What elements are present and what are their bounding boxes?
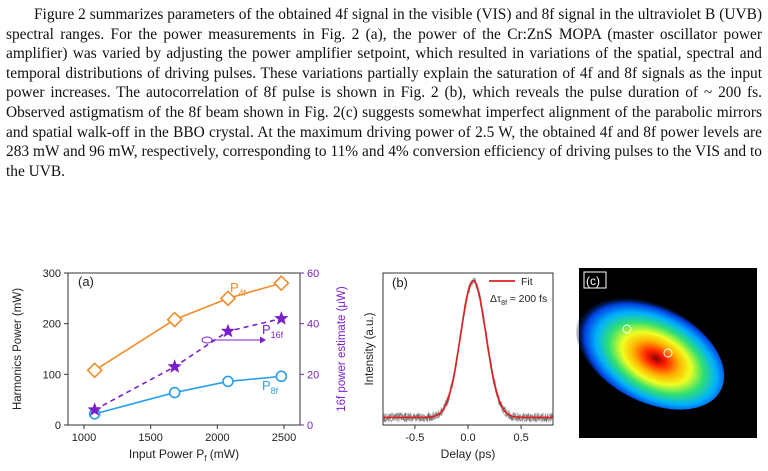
a-xtick-label: 1500 — [138, 432, 162, 444]
legend-fit-label: Fit — [521, 276, 533, 288]
a-y2tick-label: 60 — [307, 268, 319, 280]
a-xtick-label: 1000 — [72, 432, 96, 444]
point-p4f — [86, 362, 103, 379]
point-p16f — [167, 359, 182, 373]
point-p16f — [87, 402, 102, 416]
point-p16f — [274, 311, 289, 325]
label-p4f: P4f — [230, 280, 247, 298]
panel-a-xlabel: Input Power Pf (mW) — [129, 447, 239, 463]
p16f-arrow-head — [260, 336, 266, 344]
beam-marker-left — [622, 324, 632, 334]
panel-a-ylabel: Harmonics Power (mW) — [12, 288, 24, 410]
point-p4f — [273, 275, 290, 292]
a-ytick-label: 200 — [43, 319, 61, 331]
panel-b-chart: (b) -0.5 0.0 0.5 Fit Δτ8f ≈ 200 fs Intensi… — [364, 272, 554, 461]
a-ytick-label: 300 — [43, 268, 61, 280]
point-p4f — [166, 311, 183, 328]
beam-spot — [575, 296, 725, 410]
a-y2tick-label: 20 — [307, 369, 319, 381]
body-paragraph: Figure 2 summarizes parameters of the ob… — [6, 6, 762, 180]
point-p8f — [275, 370, 288, 383]
a-y2tick-label: 40 — [307, 319, 319, 331]
b-xtick-label: -0.5 — [405, 432, 424, 444]
panel-a-frame — [67, 272, 301, 426]
b-xtick-label: 0.5 — [513, 432, 528, 444]
p16f-marker-ellipse — [201, 336, 213, 344]
label-p8f: P8f — [262, 378, 279, 396]
a-y2tick-label: 0 — [307, 420, 313, 432]
series-line-p4f — [94, 282, 282, 371]
a-xtick-label: 2500 — [272, 432, 296, 444]
panel-a-y2label: 16f power estimate (μW) — [336, 286, 348, 412]
panel-b-ylabel: Intensity (a.u.) — [364, 312, 376, 385]
point-p8f — [222, 375, 234, 388]
beam-marker-right — [663, 348, 673, 358]
fit-curve — [383, 279, 553, 419]
panel-c-label-box — [583, 271, 607, 289]
panel-c-label: (c) — [586, 274, 600, 288]
b-xtick-label: 0.0 — [460, 432, 475, 444]
a-ytick-label: 100 — [43, 369, 61, 381]
panel-c-beam-profile: (c) — [575, 268, 757, 438]
a-ytick-label: 0 — [55, 420, 61, 432]
point-p16f — [220, 323, 236, 338]
panel-b-xlabel: Delay (ps) — [441, 447, 496, 461]
series-line-p8f — [94, 375, 282, 415]
panel-b-label: (b) — [392, 275, 408, 290]
point-p4f — [219, 290, 237, 307]
point-p8f — [168, 386, 181, 399]
panel-a-label: (a) — [78, 274, 94, 289]
legend-tau: Δτ8f ≈ 200 fs — [490, 293, 547, 307]
label-p16f: P16f — [262, 322, 284, 340]
a-xtick-label: 2000 — [205, 432, 229, 444]
series-line-p16f — [94, 317, 282, 411]
